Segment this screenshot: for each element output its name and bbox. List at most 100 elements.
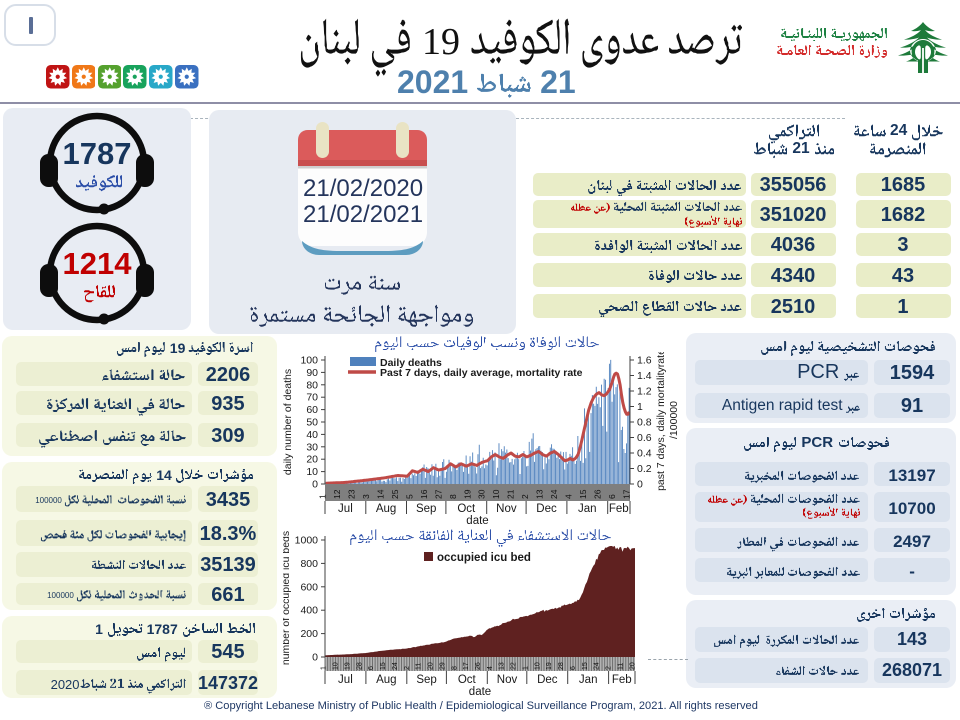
svg-text:24: 24 <box>594 662 601 670</box>
svg-text:Dec: Dec <box>536 503 557 515</box>
svg-text:200: 200 <box>300 628 318 640</box>
svg-text:0.2: 0.2 <box>637 463 652 475</box>
svg-text:21: 21 <box>506 489 516 499</box>
svg-text:date: date <box>469 686 491 698</box>
svg-text:Oct: Oct <box>457 503 476 515</box>
svg-text:19: 19 <box>462 489 472 499</box>
svg-text:8: 8 <box>448 494 458 499</box>
svg-text:10: 10 <box>534 662 541 670</box>
svg-text:1.6: 1.6 <box>637 355 652 367</box>
svg-text:20: 20 <box>428 662 435 670</box>
svg-text:2: 2 <box>404 666 411 670</box>
svg-text:Jul: Jul <box>338 674 353 686</box>
svg-text:Oct: Oct <box>458 674 477 686</box>
svg-text:0.6: 0.6 <box>637 432 652 444</box>
svg-text:Jul: Jul <box>338 503 353 515</box>
svg-text:14: 14 <box>376 489 386 499</box>
svg-text:Jan: Jan <box>578 503 597 515</box>
svg-text:30: 30 <box>306 441 318 453</box>
svg-text:6: 6 <box>570 666 577 670</box>
svg-text:11: 11 <box>416 663 423 670</box>
svg-text:0: 0 <box>637 479 643 491</box>
svg-text:13: 13 <box>535 489 545 499</box>
svg-text:28: 28 <box>356 662 363 670</box>
svg-text:0: 0 <box>312 479 318 491</box>
svg-text:25: 25 <box>390 489 400 499</box>
svg-text:17: 17 <box>621 489 631 499</box>
svg-text:90: 90 <box>306 367 318 379</box>
svg-text:Past 7 days, daily average, mo: Past 7 days, daily average, mortality ra… <box>380 367 583 379</box>
svg-text:20: 20 <box>306 454 318 466</box>
svg-text:1.4: 1.4 <box>637 370 652 382</box>
svg-text:10: 10 <box>491 489 501 499</box>
svg-text:Feb: Feb <box>609 503 629 515</box>
svg-text:4: 4 <box>564 494 574 499</box>
svg-text:19: 19 <box>344 662 351 670</box>
svg-text:1: 1 <box>318 494 328 499</box>
svg-text:28: 28 <box>558 662 565 670</box>
svg-text:Aug: Aug <box>376 503 396 515</box>
svg-text:0.4: 0.4 <box>637 448 652 460</box>
svg-text:20: 20 <box>629 662 636 670</box>
svg-text:15: 15 <box>582 662 589 670</box>
svg-text:10: 10 <box>333 662 340 670</box>
svg-text:0.8: 0.8 <box>637 417 652 429</box>
svg-text:80: 80 <box>306 379 318 391</box>
svg-text:19: 19 <box>546 662 553 670</box>
svg-text:Daily deaths: Daily deaths <box>380 357 442 369</box>
svg-text:70: 70 <box>306 392 318 404</box>
svg-text:Dec: Dec <box>537 674 558 686</box>
svg-text:1: 1 <box>523 666 530 670</box>
svg-text:10: 10 <box>306 466 318 478</box>
svg-text:600: 600 <box>300 581 318 593</box>
svg-text:6: 6 <box>368 666 375 670</box>
svg-text:Sep: Sep <box>416 503 436 515</box>
svg-text:17: 17 <box>463 662 470 670</box>
svg-text:22: 22 <box>511 662 518 670</box>
svg-text:400: 400 <box>300 605 318 617</box>
svg-text:26: 26 <box>592 489 602 499</box>
svg-text:Aug: Aug <box>376 674 396 686</box>
svg-text:2: 2 <box>520 494 530 499</box>
svg-text:23: 23 <box>347 489 357 499</box>
svg-text:number of occupied icu beds: number of occupied icu beds <box>283 531 292 665</box>
svg-text:24: 24 <box>392 662 399 670</box>
svg-text:Jan: Jan <box>579 674 598 686</box>
svg-text:0: 0 <box>312 652 318 664</box>
svg-text:date: date <box>466 515 488 527</box>
svg-text:30: 30 <box>477 489 487 499</box>
svg-text:800: 800 <box>300 558 318 570</box>
svg-text:3: 3 <box>361 494 371 499</box>
svg-text:8: 8 <box>451 666 458 670</box>
svg-text:29: 29 <box>439 662 446 670</box>
svg-text:6: 6 <box>607 494 617 499</box>
svg-text:12: 12 <box>332 489 342 499</box>
svg-text:24: 24 <box>549 489 559 499</box>
svg-text:Feb: Feb <box>612 674 632 686</box>
svg-text:40: 40 <box>306 429 318 441</box>
svg-text:15: 15 <box>380 662 387 670</box>
svg-text:5: 5 <box>404 494 414 499</box>
svg-text:Nov: Nov <box>497 674 518 686</box>
svg-text:50: 50 <box>306 417 318 429</box>
svg-text:4: 4 <box>487 666 494 670</box>
svg-text:1000: 1000 <box>295 535 319 547</box>
svg-text:16: 16 <box>419 489 429 499</box>
svg-text:1.2: 1.2 <box>637 386 652 398</box>
svg-text:Nov: Nov <box>496 503 517 515</box>
svg-text:13: 13 <box>499 662 506 670</box>
svg-text:100: 100 <box>300 355 318 367</box>
svg-text:1: 1 <box>321 666 328 670</box>
svg-text:15: 15 <box>578 489 588 499</box>
svg-text:occupied icu bed: occupied icu bed <box>437 552 531 564</box>
svg-text:27: 27 <box>433 489 443 499</box>
svg-text:/100000: /100000 <box>668 401 680 439</box>
svg-text:26: 26 <box>475 662 482 670</box>
svg-text:Sep: Sep <box>416 674 436 686</box>
svg-text:1: 1 <box>637 401 643 413</box>
svg-text:past 7 days, daily mortalityra: past 7 days, daily mortalityrate <box>655 352 667 491</box>
svg-text:daily number of deaths: daily number of deaths <box>283 369 294 475</box>
svg-text:60: 60 <box>306 404 318 416</box>
svg-text:11: 11 <box>618 663 625 670</box>
svg-text:2: 2 <box>606 666 613 670</box>
